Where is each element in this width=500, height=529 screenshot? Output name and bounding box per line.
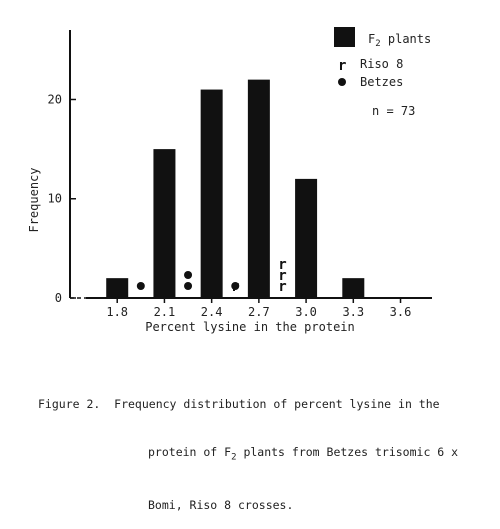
legend-note-sample-size: n = 73 — [372, 104, 415, 118]
bar — [247, 79, 270, 298]
x-tick-group: 1.8 2.1 2.4 2.7 3.0 3.3 3.6 — [106, 298, 411, 319]
caption-line-1: Figure 2. Frequency distribution of perc… — [38, 397, 440, 411]
bar — [106, 278, 129, 298]
betzes-marker — [231, 282, 240, 290]
betzes-marker — [184, 282, 193, 290]
figure-caption: Figure 2. Frequency distribution of perc… — [38, 364, 488, 529]
legend-swatch-f2-plants — [334, 27, 355, 47]
caption-line-2: protein of F2 plants from Betzes trisomi… — [148, 445, 459, 463]
marker-group: rrrr — [136, 257, 287, 295]
bar — [342, 278, 365, 298]
legend-label-betzes: Betzes — [360, 75, 403, 89]
bar — [200, 89, 223, 298]
riso-8-marker: r — [278, 257, 286, 273]
x-tick-label: 2.4 — [201, 305, 223, 319]
legend-label-f2-plants: F2 plants — [368, 32, 431, 49]
caption-line-3: Bomi, Riso 8 crosses. — [148, 498, 294, 513]
x-tick-label: 1.8 — [106, 305, 128, 319]
betzes-marker — [136, 282, 145, 290]
legend: F2 plants r Riso 8 Betzes n = 73 — [334, 27, 431, 118]
x-tick-label: 2.7 — [248, 305, 270, 319]
y-axis-label: Frequency — [27, 167, 41, 232]
bar — [295, 178, 318, 298]
y-tick-label: 10 — [48, 192, 62, 206]
y-tick-group: 0 10 20 — [48, 92, 76, 305]
betzes-marker — [184, 271, 193, 279]
legend-label-riso: Riso 8 — [360, 57, 403, 71]
y-tick-label: 0 — [55, 291, 62, 305]
legend-symbol-riso: r — [338, 58, 346, 74]
x-tick-label: 2.1 — [154, 305, 176, 319]
y-tick-label: 20 — [48, 92, 62, 106]
riso-8-marker: r — [278, 279, 286, 295]
x-axis-label: Percent lysine in the protein — [145, 320, 355, 334]
riso-8-marker: r — [278, 268, 286, 284]
legend-symbol-betzes — [338, 78, 346, 86]
x-tick-label: 3.0 — [295, 305, 317, 319]
bar — [153, 149, 176, 298]
x-tick-label: 3.3 — [342, 305, 364, 319]
bar-group — [106, 79, 365, 298]
x-tick-label: 3.6 — [390, 305, 412, 319]
